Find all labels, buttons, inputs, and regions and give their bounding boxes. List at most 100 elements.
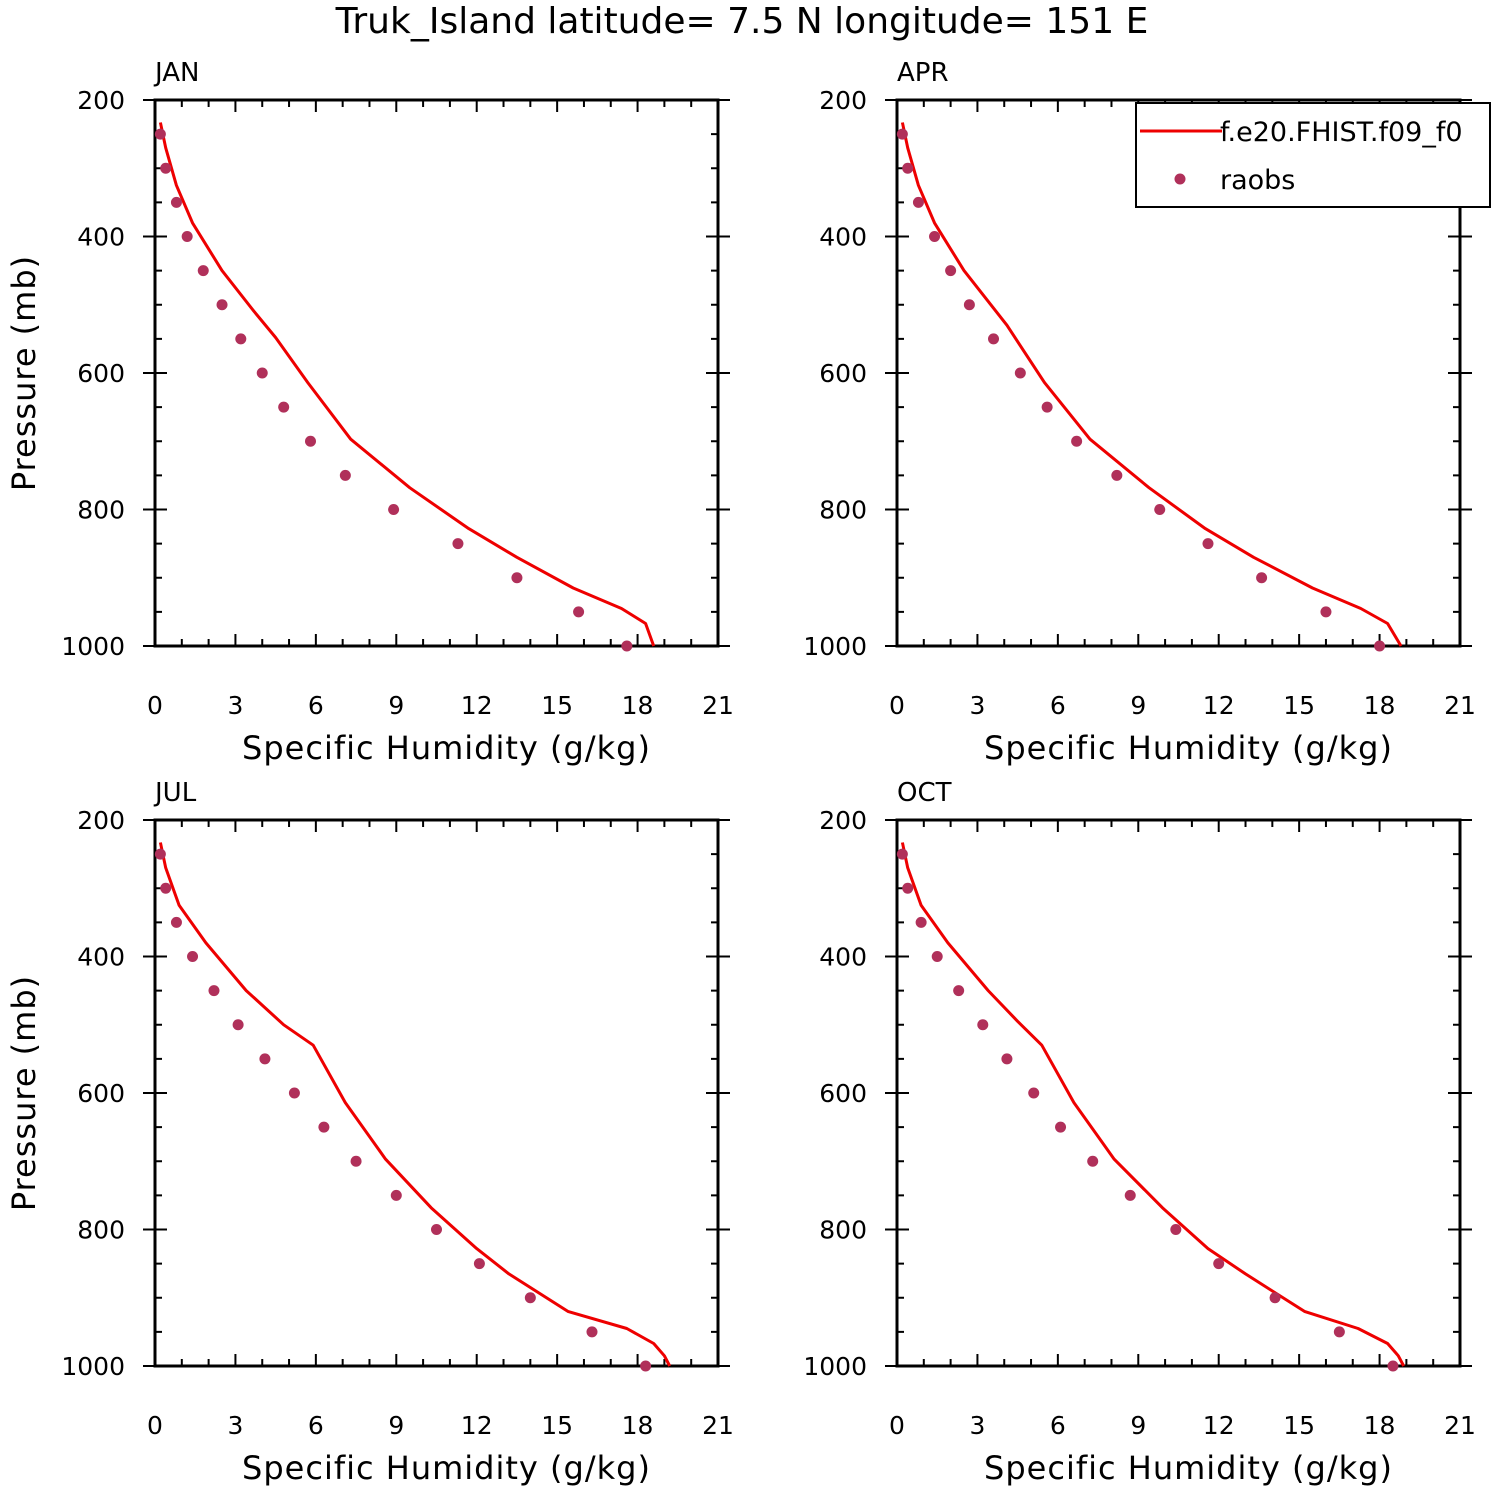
- raobs-point: [259, 1053, 271, 1065]
- y-tick-label: 600: [77, 359, 125, 388]
- raobs-point: [1213, 1258, 1225, 1270]
- raobs-point: [953, 985, 965, 997]
- legend-dot-swatch: [1174, 173, 1186, 185]
- raobs-point: [1387, 1360, 1399, 1372]
- raobs-point: [931, 951, 943, 962]
- raobs-point: [288, 1087, 300, 1099]
- x-tick-label: 15: [541, 691, 573, 720]
- x-tick-label: 12: [461, 691, 493, 720]
- panel-jan: 0 3 6 9 12 15 18 21 200 400 600 800 1000 JAN Specific …: [5, 58, 734, 767]
- raobs-point: [1111, 469, 1123, 481]
- raobs-point: [902, 882, 914, 894]
- raobs-point: [1154, 504, 1166, 515]
- panel-apr: 0 3 6 9 12 15 18 21 200 400 600 800 1000 APR Specific …: [803, 58, 1476, 767]
- raobs-point: [1374, 640, 1386, 652]
- plot-frame: [153, 98, 720, 648]
- raobs-point: [452, 538, 464, 550]
- panels: 0 3 6 9 12 15 18 212004006008001000JANSpecific …: [5, 58, 1476, 1487]
- raobs-point: [896, 128, 908, 140]
- raobs-point: [197, 265, 209, 277]
- raobs-points: [896, 848, 1399, 1372]
- raobs-point: [929, 231, 941, 242]
- raobs-point: [187, 951, 199, 962]
- y-tick-label: 800: [77, 496, 125, 525]
- raobs-point: [977, 1019, 989, 1031]
- panel-label: JUL: [153, 778, 197, 808]
- raobs-point: [1001, 1053, 1013, 1065]
- x-tick-label: 9: [1130, 1411, 1146, 1440]
- raobs-point: [1170, 1224, 1182, 1235]
- x-tick-label: 0: [889, 1411, 905, 1440]
- model-line: [158, 122, 656, 647]
- x-tick-label: 6: [308, 691, 324, 720]
- figure-title: Truk_Island latitude= 7.5 N longitude= 1…: [335, 1, 1149, 42]
- raobs-point: [339, 469, 351, 481]
- raobs-point: [388, 504, 400, 515]
- x-tick-label: 6: [308, 1411, 324, 1440]
- y-tick-label: 200: [77, 86, 125, 115]
- y-tick-label: 800: [77, 1216, 125, 1245]
- x-tick-label: 9: [388, 691, 404, 720]
- model-line: [900, 842, 1406, 1367]
- panel-jul: 0 3 6 9 12 15 18 21 200 400 600 800 1000 JUL Specific …: [5, 778, 734, 1487]
- x-tick-label: 3: [969, 691, 985, 720]
- panel-label: APR: [897, 58, 949, 88]
- x-tick-label: 21: [702, 691, 734, 720]
- raobs-point: [160, 882, 172, 894]
- panel-label: OCT: [897, 778, 952, 808]
- plot-frame: [895, 818, 1462, 1368]
- y-tick-label: 600: [77, 1079, 125, 1108]
- x-tick-label: 0: [147, 1411, 163, 1440]
- panel-oct: 0 3 6 9 12 15 18 21 200 400 600 800 1000 OCT Specific …: [803, 778, 1476, 1487]
- raobs-point: [170, 196, 182, 208]
- x-tick-label: 12: [461, 1411, 493, 1440]
- raobs-point: [1202, 538, 1214, 550]
- x-tick-label: 21: [702, 1411, 734, 1440]
- x-axis-label: Specific Humidity (g/kg): [984, 729, 1393, 767]
- x-tick-label: 9: [388, 1411, 404, 1440]
- x-tick-label: 18: [622, 1411, 654, 1440]
- y-tick-label: 200: [819, 806, 867, 835]
- raobs-points: [154, 128, 633, 652]
- y-tick-label: 1000: [61, 1352, 125, 1381]
- y-tick-label: 400: [819, 943, 867, 972]
- raobs-point: [963, 299, 975, 311]
- x-axis-label: Specific Humidity (g/kg): [242, 729, 651, 767]
- raobs-point: [431, 1224, 442, 1235]
- y-tick-label: 1000: [803, 632, 867, 661]
- legend-label-raobs: raobs: [1220, 165, 1295, 196]
- y-tick-label: 800: [819, 1216, 867, 1245]
- raobs-point: [278, 401, 290, 413]
- raobs-point: [1071, 435, 1083, 447]
- raobs-point: [235, 333, 247, 345]
- raobs-point: [573, 606, 585, 618]
- x-tick-label: 21: [1444, 1411, 1476, 1440]
- raobs-point: [160, 162, 172, 174]
- x-tick-label: 3: [969, 1411, 985, 1440]
- y-tick-label: 800: [819, 496, 867, 525]
- raobs-point: [208, 985, 220, 997]
- x-axis-label: Specific Humidity (g/kg): [984, 1449, 1393, 1487]
- y-axis-label: Pressure (mb): [5, 975, 43, 1211]
- y-tick-label: 400: [77, 223, 125, 252]
- y-tick-label: 1000: [61, 632, 125, 661]
- raobs-point: [1124, 1189, 1136, 1201]
- raobs-point: [1333, 1326, 1345, 1338]
- raobs-point: [586, 1326, 598, 1338]
- y-axis-label: Pressure (mb): [5, 255, 43, 491]
- raobs-point: [181, 231, 193, 242]
- raobs-point: [232, 1019, 244, 1031]
- y-tick-label: 600: [819, 359, 867, 388]
- model-line: [900, 122, 1403, 647]
- x-tick-label: 0: [889, 691, 905, 720]
- raobs-point: [1087, 1155, 1099, 1167]
- y-tick-label: 600: [819, 1079, 867, 1108]
- plot-frame: [153, 818, 720, 1368]
- raobs-point: [1028, 1087, 1040, 1099]
- raobs-point: [1320, 606, 1332, 618]
- x-tick-label: 15: [541, 1411, 573, 1440]
- x-tick-label: 18: [622, 691, 654, 720]
- raobs-point: [170, 916, 182, 928]
